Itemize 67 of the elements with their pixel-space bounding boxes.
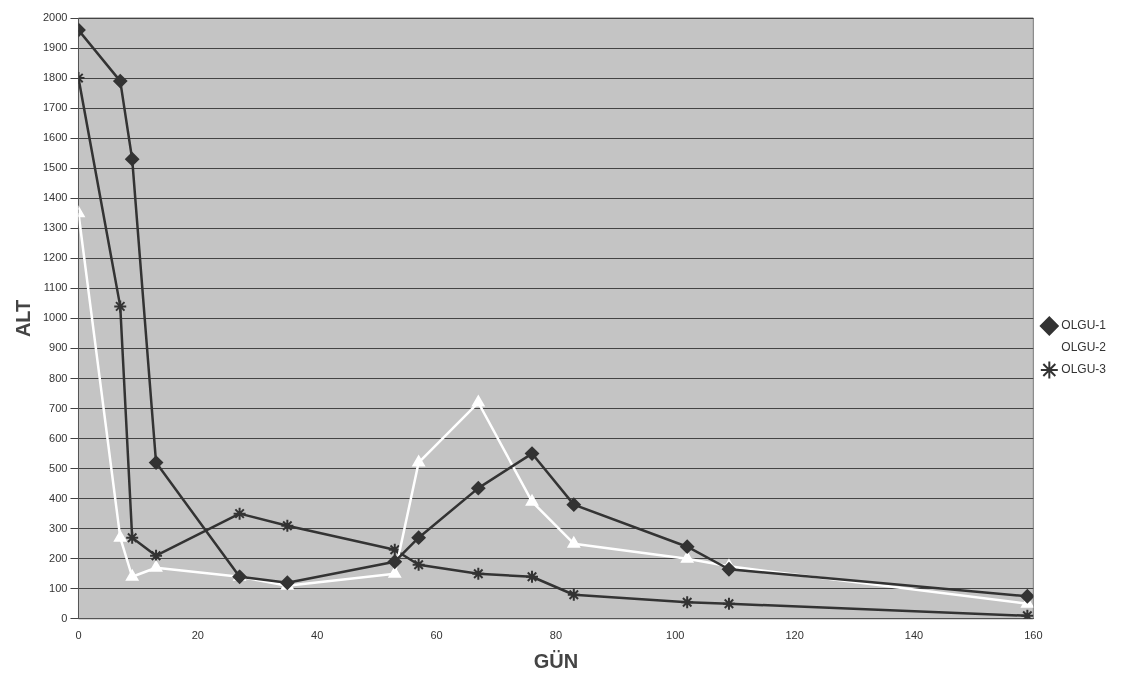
point [566, 497, 581, 512]
point [125, 530, 140, 545]
y-tick-label: 1000 [42, 311, 68, 324]
x-tick-label: 80 [549, 629, 563, 642]
y-tick-label: 300 [49, 521, 68, 534]
point [471, 481, 486, 496]
point [525, 569, 540, 584]
point [125, 152, 140, 167]
point [680, 595, 695, 610]
point [567, 536, 580, 548]
point [680, 551, 694, 563]
text: OLGU-2 [1061, 340, 1107, 355]
y-tick-label: 1700 [42, 101, 68, 114]
x-tick-label: 40 [311, 629, 324, 642]
y-tick-label: 1200 [42, 251, 68, 264]
point [114, 530, 127, 542]
legend-label: OLGU-1 [1061, 318, 1107, 333]
point [113, 299, 128, 314]
point [566, 587, 581, 602]
y-tick-label: 900 [49, 341, 68, 354]
point [471, 566, 486, 581]
y-tick-label: 1100 [43, 281, 68, 294]
point [411, 557, 426, 572]
y-tick-label: 2000 [42, 11, 68, 24]
point [721, 596, 736, 611]
x-tick-label: 100 [666, 629, 685, 642]
point [387, 542, 402, 557]
x-tick-label: 120 [785, 629, 804, 642]
y-tick-label: 1500 [42, 161, 68, 174]
y-tick-label: 0 [61, 611, 68, 624]
point [411, 530, 426, 545]
y-tick-label: 500 [49, 461, 68, 474]
point [149, 548, 164, 563]
y-tick-label: 800 [49, 371, 68, 384]
point [125, 569, 139, 581]
point [525, 494, 539, 506]
y-tick-label: 700 [49, 401, 68, 414]
point [387, 554, 402, 569]
legend-label: OLGU-3 [1061, 362, 1107, 377]
y-tick-label: 100 [49, 581, 68, 594]
point [721, 562, 736, 577]
point [113, 74, 128, 89]
point [680, 539, 695, 554]
y-axis-title: ALT [11, 299, 34, 338]
point [525, 446, 540, 461]
y-tick-label: 1400 [42, 191, 68, 204]
point [280, 518, 295, 533]
x-tick-label: 20 [191, 629, 204, 642]
x-tick-label: 60 [430, 629, 443, 642]
x-tick-label: 140 [904, 629, 924, 642]
y-tick-label: 1900 [42, 41, 68, 54]
point [472, 395, 485, 407]
point [1020, 589, 1034, 604]
point [232, 506, 247, 521]
y-tick-label: 400 [49, 491, 68, 504]
x-tick-label: 160 [1024, 629, 1043, 642]
y-tick-label: 200 [49, 551, 68, 564]
y-tick-label: 1600 [42, 131, 68, 144]
point [1020, 608, 1034, 619]
x-axis-title: GÜN [533, 649, 579, 672]
point [412, 455, 425, 467]
point [149, 560, 163, 572]
y-tick-label: 1300 [42, 221, 68, 234]
y-tick-label: 600 [49, 431, 68, 444]
x-tick-label: 0 [75, 629, 82, 642]
y-tick-label: 1800 [42, 71, 68, 84]
point [149, 455, 164, 470]
